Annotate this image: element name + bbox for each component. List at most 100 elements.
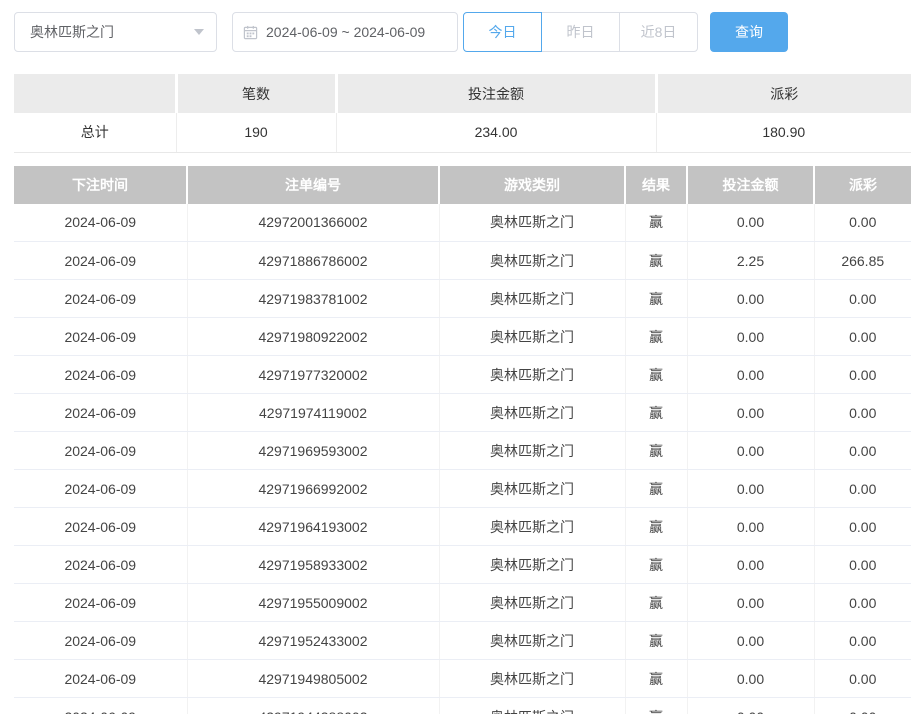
cell-payout: 0.00 xyxy=(813,545,911,584)
cell-payout: 0.00 xyxy=(813,621,911,660)
cell-bet-time: 2024-06-09 xyxy=(14,279,187,318)
cell-order-number: 42971944388002 xyxy=(186,697,439,714)
cell-game-category: 奥林匹斯之门 xyxy=(438,279,625,318)
summary-table: 笔数 投注金额 派彩 总计 190 234.00 180.90 xyxy=(14,74,911,153)
quick-range-group: 今日 昨日 近8日 xyxy=(463,12,698,52)
header-order-number: 注单编号 xyxy=(186,165,439,204)
cell-bet-time: 2024-06-09 xyxy=(14,583,187,622)
header-bet-time: 下注时间 xyxy=(14,165,187,204)
cell-order-number: 42971949805002 xyxy=(186,659,439,698)
cell-result: 赢 xyxy=(624,469,687,508)
cell-order-number: 42971964193002 xyxy=(186,507,439,546)
last8days-button[interactable]: 近8日 xyxy=(619,12,698,52)
cell-bet-amount: 0.00 xyxy=(686,545,814,584)
cell-payout: 0.00 xyxy=(813,697,911,714)
cell-bet-amount: 0.00 xyxy=(686,469,814,508)
cell-bet-time: 2024-06-09 xyxy=(14,545,187,584)
cell-game-category: 奥林匹斯之门 xyxy=(438,621,625,660)
cell-bet-time: 2024-06-09 xyxy=(14,659,187,698)
cell-payout: 0.00 xyxy=(813,279,911,318)
cell-payout: 0.00 xyxy=(813,659,911,698)
date-range-value: 2024-06-09 ~ 2024-06-09 xyxy=(266,24,426,40)
table-row: 2024-06-0942971944388002奥林匹斯之门赢0.000.00 xyxy=(14,697,911,714)
cell-bet-amount: 0.00 xyxy=(686,355,814,394)
summary-header-row: 笔数 投注金额 派彩 xyxy=(14,74,911,113)
cell-order-number: 42971977320002 xyxy=(186,355,439,394)
cell-payout: 0.00 xyxy=(813,583,911,622)
filter-toolbar: 奥林匹斯之门 2024-06-09 ~ 2024-06-09 xyxy=(14,12,911,52)
today-button[interactable]: 今日 xyxy=(463,12,542,52)
cell-payout: 0.00 xyxy=(813,469,911,508)
table-row: 2024-06-09 42971974119002 奥林匹斯之门赢 0.00 0.00 xyxy=(14,393,911,432)
cell-order-number: 42971980922002 xyxy=(186,317,439,356)
cell-order-number: 42971983781002 xyxy=(186,279,439,318)
cell-bet-time: 2024-06-09 xyxy=(14,241,187,280)
cell-result: 赢 xyxy=(624,279,687,318)
header-result: 结果 xyxy=(624,165,687,204)
cell-bet-amount: 0.00 xyxy=(686,697,814,714)
cell-order-number: 42971969593002 xyxy=(186,431,439,470)
cell-bet-amount: 0.00 xyxy=(686,203,814,242)
table-row: 2024-06-09 42971949805002 奥林匹斯之门赢 0.00 0.00 xyxy=(14,659,911,698)
cell-payout: 266.85 xyxy=(813,241,911,280)
cell-game-category: 奥林匹斯之门 xyxy=(438,203,625,242)
cell-game-category: 奥林匹斯之门 xyxy=(438,507,625,546)
cell-order-number: 42971974119002 xyxy=(186,393,439,432)
header-bet-amount: 投注金额 xyxy=(686,165,814,204)
calendar-icon xyxy=(243,25,258,40)
cell-game-category: 奥林匹斯之门 xyxy=(438,697,625,714)
cell-bet-time: 2024-06-09 xyxy=(14,355,187,394)
cell-bet-amount: 0.00 xyxy=(686,507,814,546)
cell-bet-amount: 2.25 xyxy=(686,241,814,280)
records-page: 奥林匹斯之门 2024-06-09 ~ 2024-06-09 xyxy=(0,12,911,714)
cell-bet-time: 2024-06-09 xyxy=(14,431,187,470)
cell-result: 赢 xyxy=(624,659,687,698)
game-select-value: 奥林匹斯之门 xyxy=(30,24,114,40)
table-row: 2024-06-09 42971886786002 奥林匹斯之门赢 2.25 266.8… xyxy=(14,241,911,280)
cell-game-category: 奥林匹斯之门 xyxy=(438,583,625,622)
cell-payout: 0.00 xyxy=(813,203,911,242)
cell-order-number: 42971958933002 xyxy=(186,545,439,584)
cell-order-number: 42972001366002 xyxy=(186,203,439,242)
table-row: 2024-06-09 42971983781002 奥林匹斯之门赢 0.00 0.00 xyxy=(14,279,911,318)
cell-result: 赢 xyxy=(624,545,687,584)
cell-bet-amount: 0.00 xyxy=(686,583,814,622)
table-row: 2024-06-09 42971980922002 奥林匹斯之门赢 0.00 0.00 xyxy=(14,317,911,356)
cell-game-category: 奥林匹斯之门 xyxy=(438,545,625,584)
table-row: 2024-06-09 42971964193002 奥林匹斯之门赢 0.00 0.00 xyxy=(14,507,911,546)
cell-bet-amount: 0.00 xyxy=(686,659,814,698)
query-button[interactable]: 查询 xyxy=(710,12,788,52)
cell-result: 赢 xyxy=(624,355,687,394)
records-header-row: 下注时间 注单编号 游戏类别 结果 投注金额 派彩 xyxy=(14,165,911,204)
summary-total-payout: 180.90 xyxy=(655,113,911,153)
yesterday-button[interactable]: 昨日 xyxy=(541,12,620,52)
cell-order-number: 42971886786002 xyxy=(186,241,439,280)
date-range-input[interactable]: 2024-06-09 ~ 2024-06-09 xyxy=(232,12,458,52)
game-select[interactable]: 奥林匹斯之门 xyxy=(14,12,217,52)
cell-payout: 0.00 xyxy=(813,431,911,470)
table-row: 2024-06-09 42972001366002 奥林匹斯之门赢 0.00 0.00 xyxy=(14,203,911,242)
cell-order-number: 42971966992002 xyxy=(186,469,439,508)
summary-header-count: 笔数 xyxy=(174,74,336,113)
cell-payout: 0.00 xyxy=(813,507,911,546)
table-row: 2024-06-09 42971958933002 奥林匹斯之门赢 0.00 0.00 xyxy=(14,545,911,584)
cell-result: 赢 xyxy=(624,697,687,714)
table-row: 2024-06-09 42971952433002 奥林匹斯之门赢 0.00 0.00 xyxy=(14,621,911,660)
cell-bet-amount: 0.00 xyxy=(686,317,814,356)
header-game-category: 游戏类别 xyxy=(438,165,625,204)
cell-game-category: 奥林匹斯之门 xyxy=(438,393,625,432)
cell-result: 赢 xyxy=(624,203,687,242)
summary-total-bet-amount: 234.00 xyxy=(335,113,656,153)
cell-bet-time: 2024-06-09 xyxy=(14,317,187,356)
cell-bet-amount: 0.00 xyxy=(686,279,814,318)
table-row: 2024-06-09 42971969593002 奥林匹斯之门赢 0.00 0.00 xyxy=(14,431,911,470)
cell-bet-amount: 0.00 xyxy=(686,431,814,470)
summary-header-bet-amount: 投注金额 xyxy=(334,74,656,113)
cell-game-category: 奥林匹斯之门 xyxy=(438,355,625,394)
cell-bet-time: 2024-06-09 xyxy=(14,469,187,508)
table-row: 2024-06-09 42971966992002 奥林匹斯之门赢 0.00 0.00 xyxy=(14,469,911,508)
cell-result: 赢 xyxy=(624,583,687,622)
cell-bet-amount: 0.00 xyxy=(686,393,814,432)
cell-bet-time: 2024-06-09 xyxy=(14,621,187,660)
cell-game-category: 奥林匹斯之门 xyxy=(438,241,625,280)
